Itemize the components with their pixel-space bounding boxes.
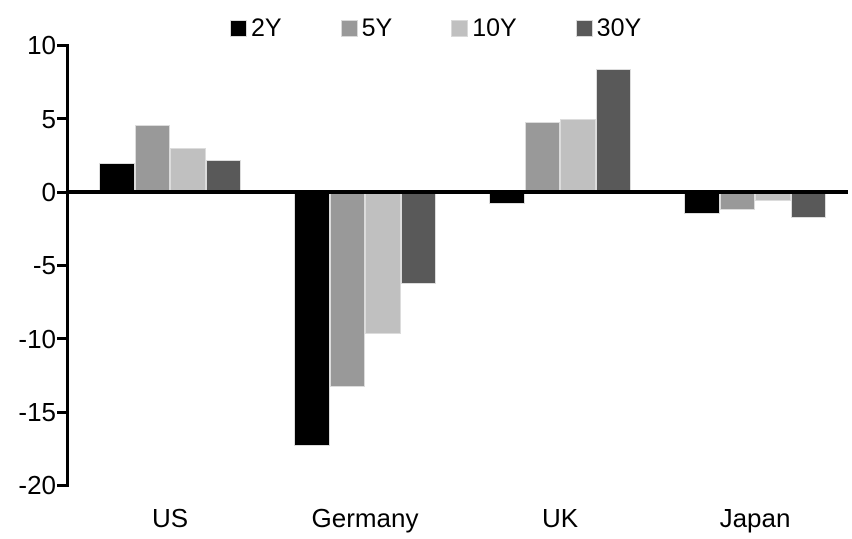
bar-uk-10y: [560, 118, 596, 192]
bar-us-30y: [205, 159, 241, 192]
y-axis-line: [66, 44, 69, 487]
bar-germany-2y: [294, 192, 330, 446]
y-tick-label: -10: [18, 323, 56, 354]
bar-japan-30y: [790, 192, 826, 219]
legend-label-2y: 2Y: [251, 14, 282, 42]
y-tick-mark: [57, 337, 67, 341]
legend-item-10y: 10Y: [451, 14, 517, 42]
bar-japan-2y: [684, 192, 720, 214]
y-tick-mark: [57, 410, 67, 414]
bar-germany-10y: [365, 192, 401, 335]
legend-label-10y: 10Y: [472, 14, 517, 42]
y-tick-mark: [57, 43, 67, 47]
legend: 2Y 5Y 10Y 30Y: [230, 16, 641, 41]
legend-label-30y: 30Y: [596, 14, 642, 42]
x-label-uk: UK: [541, 503, 579, 533]
y-tick-label: 10: [27, 30, 56, 61]
legend-swatch-5y: [340, 20, 358, 37]
legend-label-5y: 5Y: [361, 14, 393, 42]
y-tick-mark: [57, 263, 67, 267]
y-tick-label: -15: [18, 397, 56, 427]
x-label-us: US: [151, 503, 189, 533]
bar-germany-30y: [400, 192, 436, 285]
bar-us-10y: [170, 148, 206, 192]
zero-axis-line: [66, 190, 848, 194]
x-label-japan: Japan: [719, 503, 791, 533]
legend-swatch-30y: [575, 20, 593, 37]
y-tick-label: -20: [18, 470, 56, 501]
bar-uk-30y: [595, 68, 631, 192]
legend-item-30y: 30Y: [575, 14, 642, 42]
x-label-germany: Germany: [311, 503, 419, 533]
y-tick-mark: [57, 190, 67, 194]
bar-us-2y: [99, 162, 135, 192]
legend-swatch-10y: [451, 20, 469, 37]
bar-japan-5y: [719, 192, 755, 210]
legend-swatch-2y: [230, 20, 247, 37]
bar-germany-5y: [329, 192, 365, 388]
y-tick-mark: [57, 117, 67, 121]
y-tick-label: -5: [32, 250, 56, 281]
y-tick-label: 5: [41, 103, 56, 134]
legend-item-5y: 5Y: [340, 14, 393, 42]
y-tick-label: 0: [41, 177, 56, 207]
y-tick-mark: [57, 483, 67, 487]
bar-uk-5y: [524, 121, 560, 192]
bar-us-5y: [134, 124, 170, 192]
legend-item-2y: 2Y: [230, 16, 282, 41]
